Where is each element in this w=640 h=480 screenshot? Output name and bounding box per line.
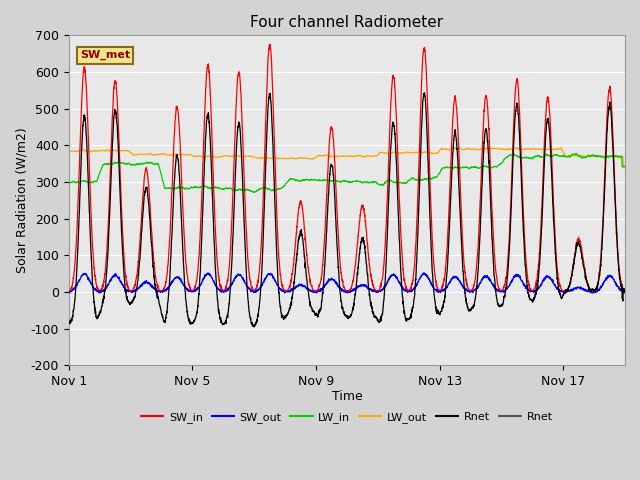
Legend: SW_in, SW_out, LW_in, LW_out, Rnet, Rnet: SW_in, SW_out, LW_in, LW_out, Rnet, Rnet — [137, 407, 557, 427]
Y-axis label: Solar Radiation (W/m2): Solar Radiation (W/m2) — [15, 128, 28, 273]
X-axis label: Time: Time — [332, 389, 362, 403]
Title: Four channel Radiometer: Four channel Radiometer — [250, 15, 444, 30]
Text: SW_met: SW_met — [80, 50, 130, 60]
